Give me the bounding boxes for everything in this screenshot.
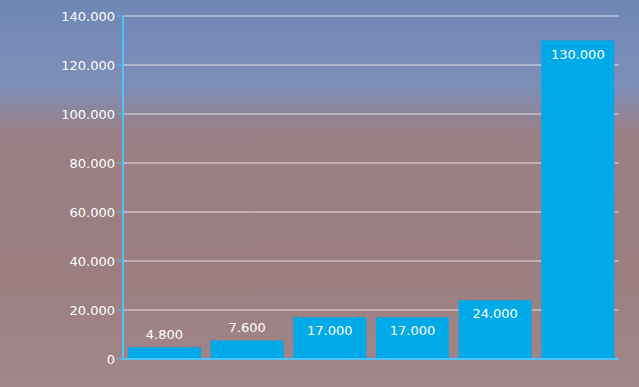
svg-text:4.800: 4.800 [146, 327, 183, 342]
svg-text:0: 0 [107, 352, 115, 367]
svg-text:140.000: 140.000 [61, 9, 115, 24]
svg-text:17.000: 17.000 [307, 323, 353, 338]
svg-text:20.000: 20.000 [70, 303, 116, 318]
svg-text:120.000: 120.000 [61, 58, 115, 73]
svg-text:17.000: 17.000 [390, 323, 436, 338]
svg-text:24.000: 24.000 [472, 306, 518, 321]
svg-text:80.000: 80.000 [70, 156, 116, 171]
svg-text:60.000: 60.000 [70, 205, 116, 220]
svg-text:130.000: 130.000 [551, 47, 605, 62]
svg-text:7.600: 7.600 [229, 320, 266, 335]
svg-text:100.000: 100.000 [61, 107, 115, 122]
svg-text:40.000: 40.000 [70, 254, 116, 269]
